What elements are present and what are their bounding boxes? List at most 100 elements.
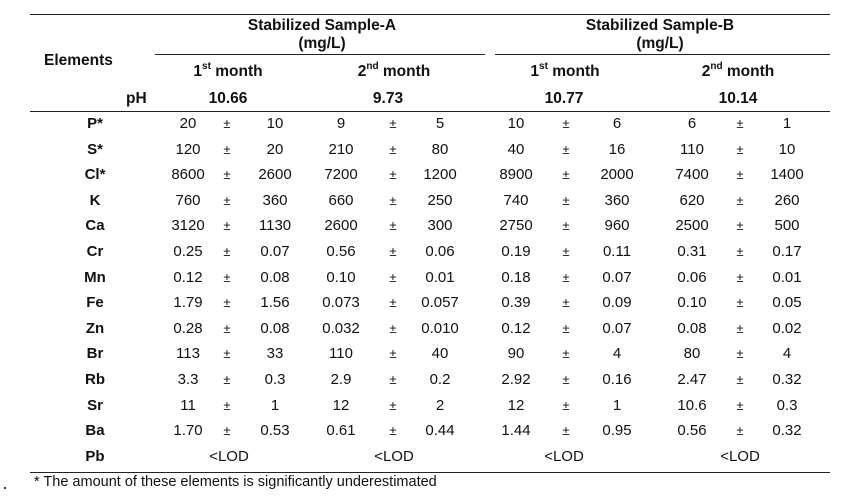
mean-value: 120	[175, 140, 201, 158]
mean-value: 110	[329, 345, 353, 363]
error-value: 0.07	[602, 319, 632, 337]
plus-minus: ±	[562, 192, 570, 208]
mean-value: 12	[507, 396, 525, 414]
mean-value: 2500	[675, 217, 709, 235]
month-suffix: nd	[366, 60, 379, 72]
error-value: 1	[270, 396, 280, 414]
error-value: 0.057	[421, 294, 459, 312]
month-suffix: st	[539, 60, 548, 72]
month-word: month	[215, 63, 263, 80]
plus-minus: ±	[736, 295, 744, 311]
error-value: 4	[612, 345, 622, 363]
mean-value: 620	[679, 191, 705, 209]
mean-value: 9	[336, 115, 346, 132]
mean-value: 0.28	[173, 319, 203, 337]
plus-minus: ±	[562, 346, 570, 362]
mean-value: 10.6	[677, 396, 707, 414]
error-value: 0.3	[776, 396, 798, 414]
plus-minus: ±	[389, 192, 397, 208]
error-value: 0.01	[425, 268, 455, 286]
error-value: 0.2	[429, 371, 451, 388]
mean-value: 7400	[675, 166, 709, 184]
mean-value: 80	[683, 345, 701, 363]
plus-minus: ±	[562, 244, 570, 259]
mean-value: 113	[176, 345, 200, 363]
mean-value: 0.19	[501, 243, 531, 260]
mean-value: 2600	[324, 217, 358, 235]
ph-value: 10.14	[718, 90, 758, 107]
plus-minus: ±	[223, 141, 231, 157]
mean-value: 40	[507, 140, 525, 158]
error-value: 1	[612, 396, 622, 414]
mean-value: 3.3	[177, 371, 199, 388]
plus-minus: ±	[736, 397, 744, 413]
plus-minus: ±	[223, 244, 231, 259]
ph-label: pH	[126, 90, 147, 107]
month-word: month	[552, 63, 600, 80]
corner-dot	[4, 487, 6, 489]
group-a-unit: (mg/L)	[298, 35, 346, 52]
plus-minus: ±	[562, 320, 570, 336]
error-value: 0.06	[425, 243, 455, 260]
ph-value: 10.66	[208, 90, 248, 107]
month-number: 2	[357, 63, 367, 80]
plus-minus: ±	[389, 167, 397, 183]
error-value: 0.16	[602, 371, 632, 388]
error-value: 10	[778, 140, 796, 158]
month-number: 1	[193, 63, 203, 80]
mean-value: 0.073	[322, 294, 360, 312]
plus-minus: ±	[223, 269, 231, 285]
mean-value: 0.10	[326, 268, 356, 286]
error-value: 1130	[258, 217, 292, 235]
error-value: 5	[435, 115, 445, 132]
plus-minus: ±	[389, 269, 397, 285]
error-value: 0.11	[602, 243, 632, 260]
bottom-rule	[30, 472, 830, 473]
mean-value: 0.31	[677, 243, 707, 260]
error-value: 20	[266, 140, 284, 158]
mean-value: 0.56	[677, 422, 707, 440]
plus-minus: ±	[389, 320, 397, 336]
mean-value: 2.47	[677, 371, 707, 388]
month-number: 1	[530, 63, 540, 80]
plus-minus: ±	[223, 218, 231, 234]
error-value: 6	[612, 115, 622, 132]
plus-minus: ±	[223, 320, 231, 336]
element-label: K	[89, 191, 101, 209]
mean-value: 1.79	[173, 294, 203, 312]
error-value: 360	[262, 191, 288, 209]
element-label: Br	[86, 345, 104, 363]
header-rule	[30, 111, 830, 112]
error-value: 0.32	[772, 422, 802, 440]
plus-minus: ±	[736, 423, 744, 439]
plus-minus: ±	[736, 244, 744, 259]
plus-minus: ±	[223, 167, 231, 183]
element-label: Pb	[85, 447, 105, 465]
month-header: 2nd month	[701, 61, 775, 81]
plus-minus: ±	[736, 141, 744, 157]
error-value: 16	[608, 140, 626, 158]
plus-minus: ±	[736, 116, 744, 131]
mean-value: 20	[179, 115, 197, 132]
plus-minus: ±	[223, 116, 231, 131]
error-value: 0.53	[260, 422, 290, 440]
error-value: 1	[782, 115, 792, 132]
ph-value: 10.77	[544, 90, 584, 107]
plus-minus: ±	[389, 423, 397, 439]
mean-value: 210	[328, 140, 354, 158]
mean-value: 760	[175, 191, 201, 209]
error-value: 0.17	[772, 243, 802, 260]
mean-value: 2750	[499, 217, 533, 235]
plus-minus: ±	[389, 116, 397, 131]
plus-minus: ±	[736, 218, 744, 234]
month-number: 2	[701, 63, 711, 80]
month-header: 1st month	[193, 61, 263, 81]
mean-value: 90	[507, 345, 525, 363]
element-label: P*	[87, 115, 103, 132]
mean-value: 740	[503, 191, 529, 209]
plus-minus: ±	[223, 397, 231, 413]
element-label: Cr	[86, 243, 104, 260]
plus-minus: ±	[736, 269, 744, 285]
group-a-title: Stabilized Sample-A	[247, 17, 397, 34]
lod-value: <LOD	[544, 447, 584, 465]
